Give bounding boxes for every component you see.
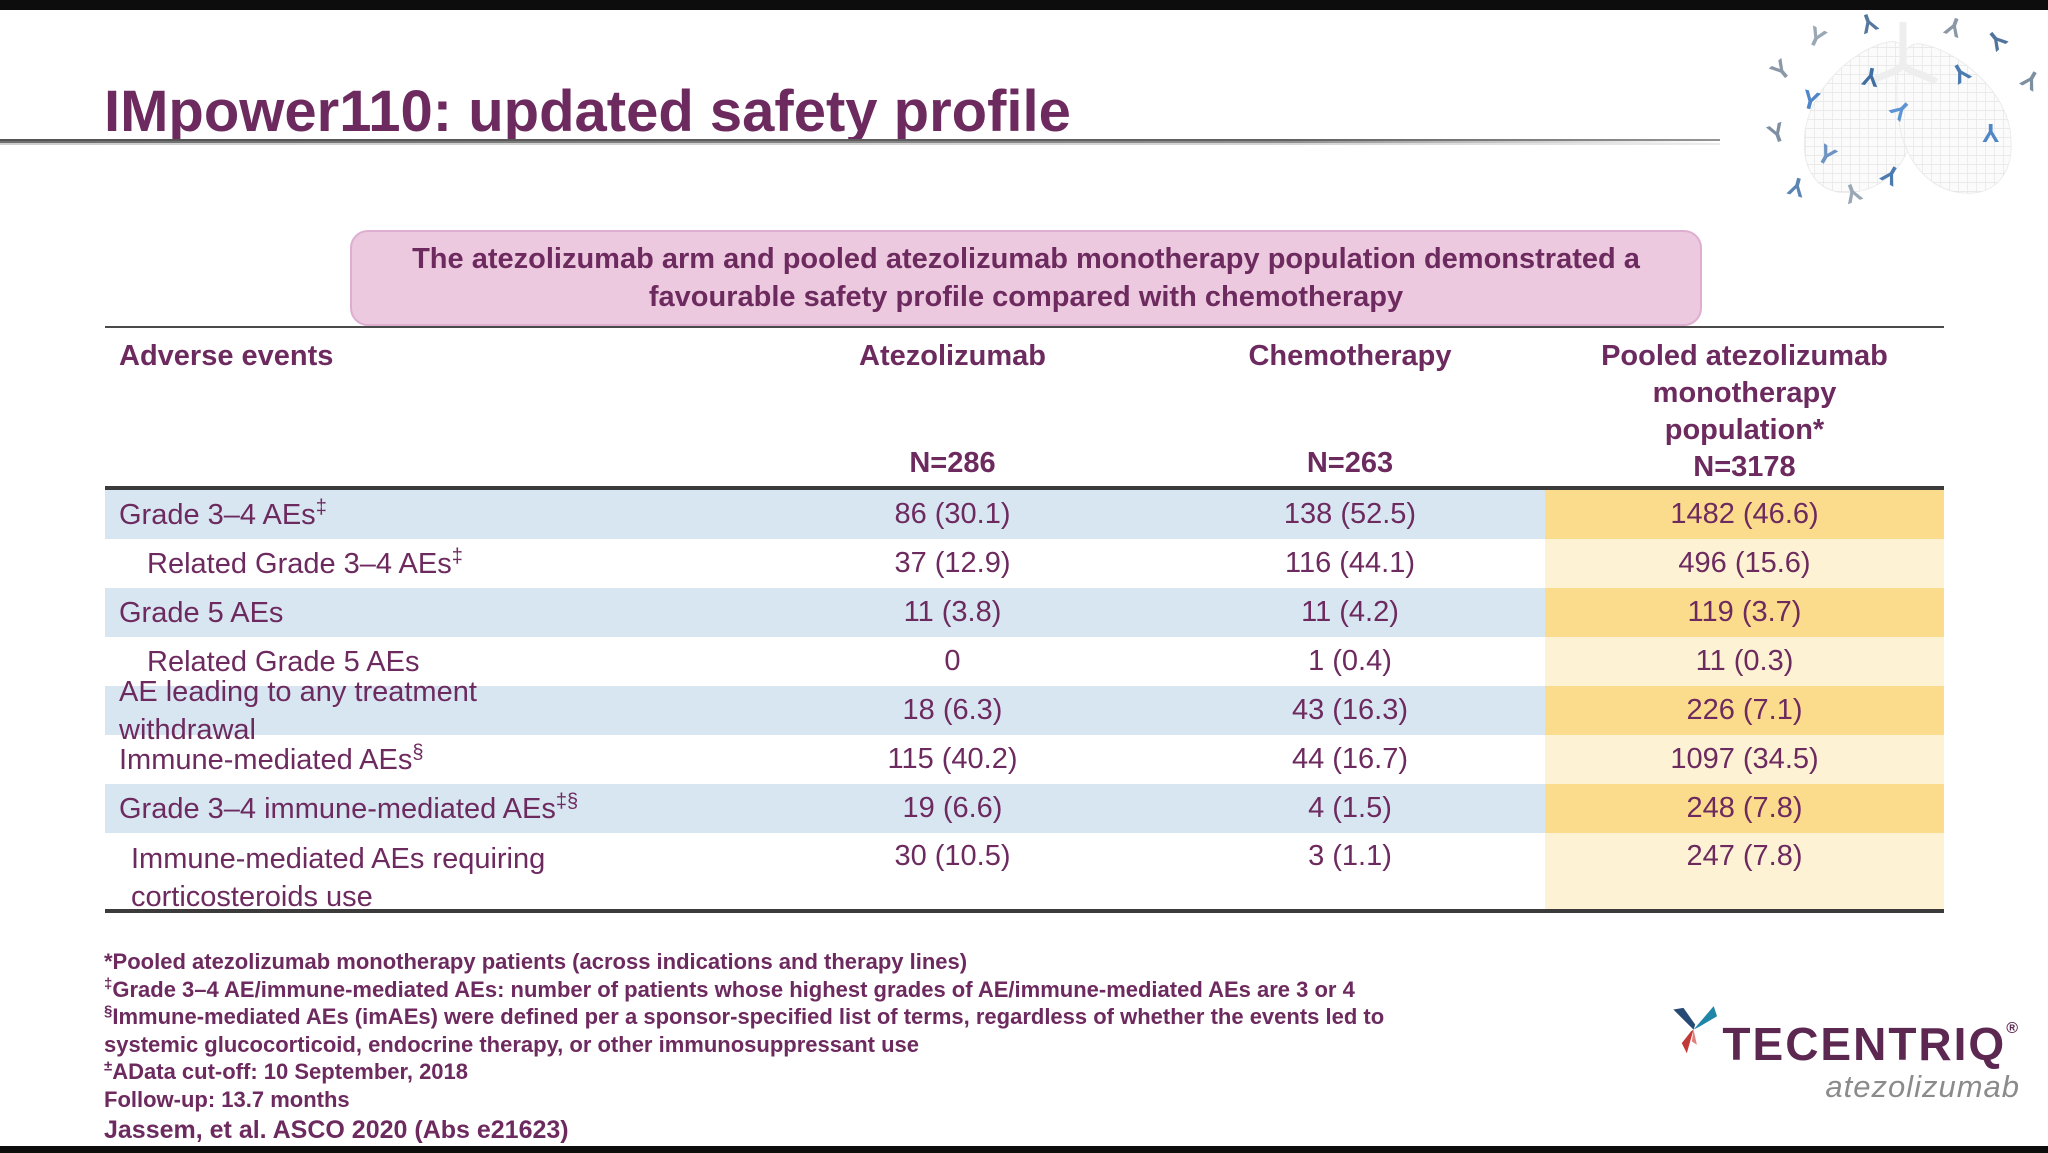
footnote-line: §Immune-mediated AEs (imAEs) were define… [104,1002,1385,1029]
citation: Jassem, et al. ASCO 2020 (Abs e21623) [104,1116,569,1144]
table-row: Related Grade 3–4 AEs‡ 37 (12.9) 116 (44… [105,539,1944,588]
table-row: Grade 3–4 immune-mediated AEs‡§ 19 (6.6)… [105,784,1944,833]
footnote-marker: ‡ [315,495,327,518]
table-row: Grade 5 AEs 11 (3.8) 11 (4.2) 119 (3.7) [105,588,1944,637]
lungs-image [1803,22,2012,194]
tecentriq-star-icon [1673,1006,1718,1054]
footnote-line: *Pooled atezolizumab monotherapy patient… [104,949,968,974]
footnote-line: Follow-up: 13.7 months [104,1086,350,1112]
generic-drug-name: atezolizumab [1825,1069,2020,1104]
n-value: N=263 [1306,447,1394,479]
footnote-marker: § [412,740,424,763]
bottom-letterbox-bar [0,1146,2048,1153]
lung-antibody-graphic: Y Y Y Y Y Y Y Y Y Y Y Y Y Y Y Y [1760,2,2048,217]
table-row: Grade 3–4 AEs‡ 86 (30.1) 138 (52.5) 1482… [105,490,1944,539]
highlight-message-box: The atezolizumab arm and pooled atezoliz… [350,230,1702,326]
page-title: IMpower110: updated safety profile [104,79,1071,144]
table-row: Immune-mediated AEs requiring corticoste… [105,833,1944,913]
table-row: Immune-mediated AEs§ 115 (40.2) 44 (16.7… [105,735,1944,784]
top-letterbox-bar [0,0,2048,10]
table-row: AE leading to any treatment withdrawal 1… [105,676,1944,746]
registered-mark: ® [2006,1020,2020,1037]
footnote-marker: ‡ [451,544,463,567]
antibody-icon: Y [1982,118,2000,148]
brand-name: TECENTRIQ® [1722,1018,2020,1070]
footnote-marker: ‡§ [555,789,579,812]
table-body: Grade 3–4 AEs‡ 86 (30.1) 138 (52.5) 1482… [105,490,1944,913]
footnote-line: systemic glucocorticoid, endocrine thera… [104,1031,919,1057]
adverse-events-table: Adverse events Atezolizumab N=286 Chemot… [105,326,1944,913]
header-chemotherapy: Chemotherapy N=263 [1155,328,1545,486]
header-atezolizumab: Atezolizumab N=286 [750,328,1155,486]
title-divider [0,139,1720,145]
footnote-line: ±AData cut-off: 10 September, 2018 [104,1057,469,1084]
footnote-line: ‡Grade 3–4 AE/immune-mediated AEs: numbe… [104,975,1355,1002]
table-header: Adverse events Atezolizumab N=286 Chemot… [105,326,1944,490]
header-pooled-monotherapy: Pooled atezolizumab monotherapy populati… [1545,328,1944,486]
header-adverse-events: Adverse events [119,340,334,372]
highlight-message: The atezolizumab arm and pooled atezoliz… [412,243,1640,313]
n-value: N=3178 [1693,451,1796,483]
footnotes: *Pooled atezolizumab monotherapy patient… [104,948,1584,1113]
n-value: N=286 [909,447,996,479]
table-row: Related Grade 5 AEs 0 1 (0.4) 11 (0.3) [105,637,1944,686]
tecentriq-logo: TECENTRIQ® atezolizumab [1670,995,2020,1105]
